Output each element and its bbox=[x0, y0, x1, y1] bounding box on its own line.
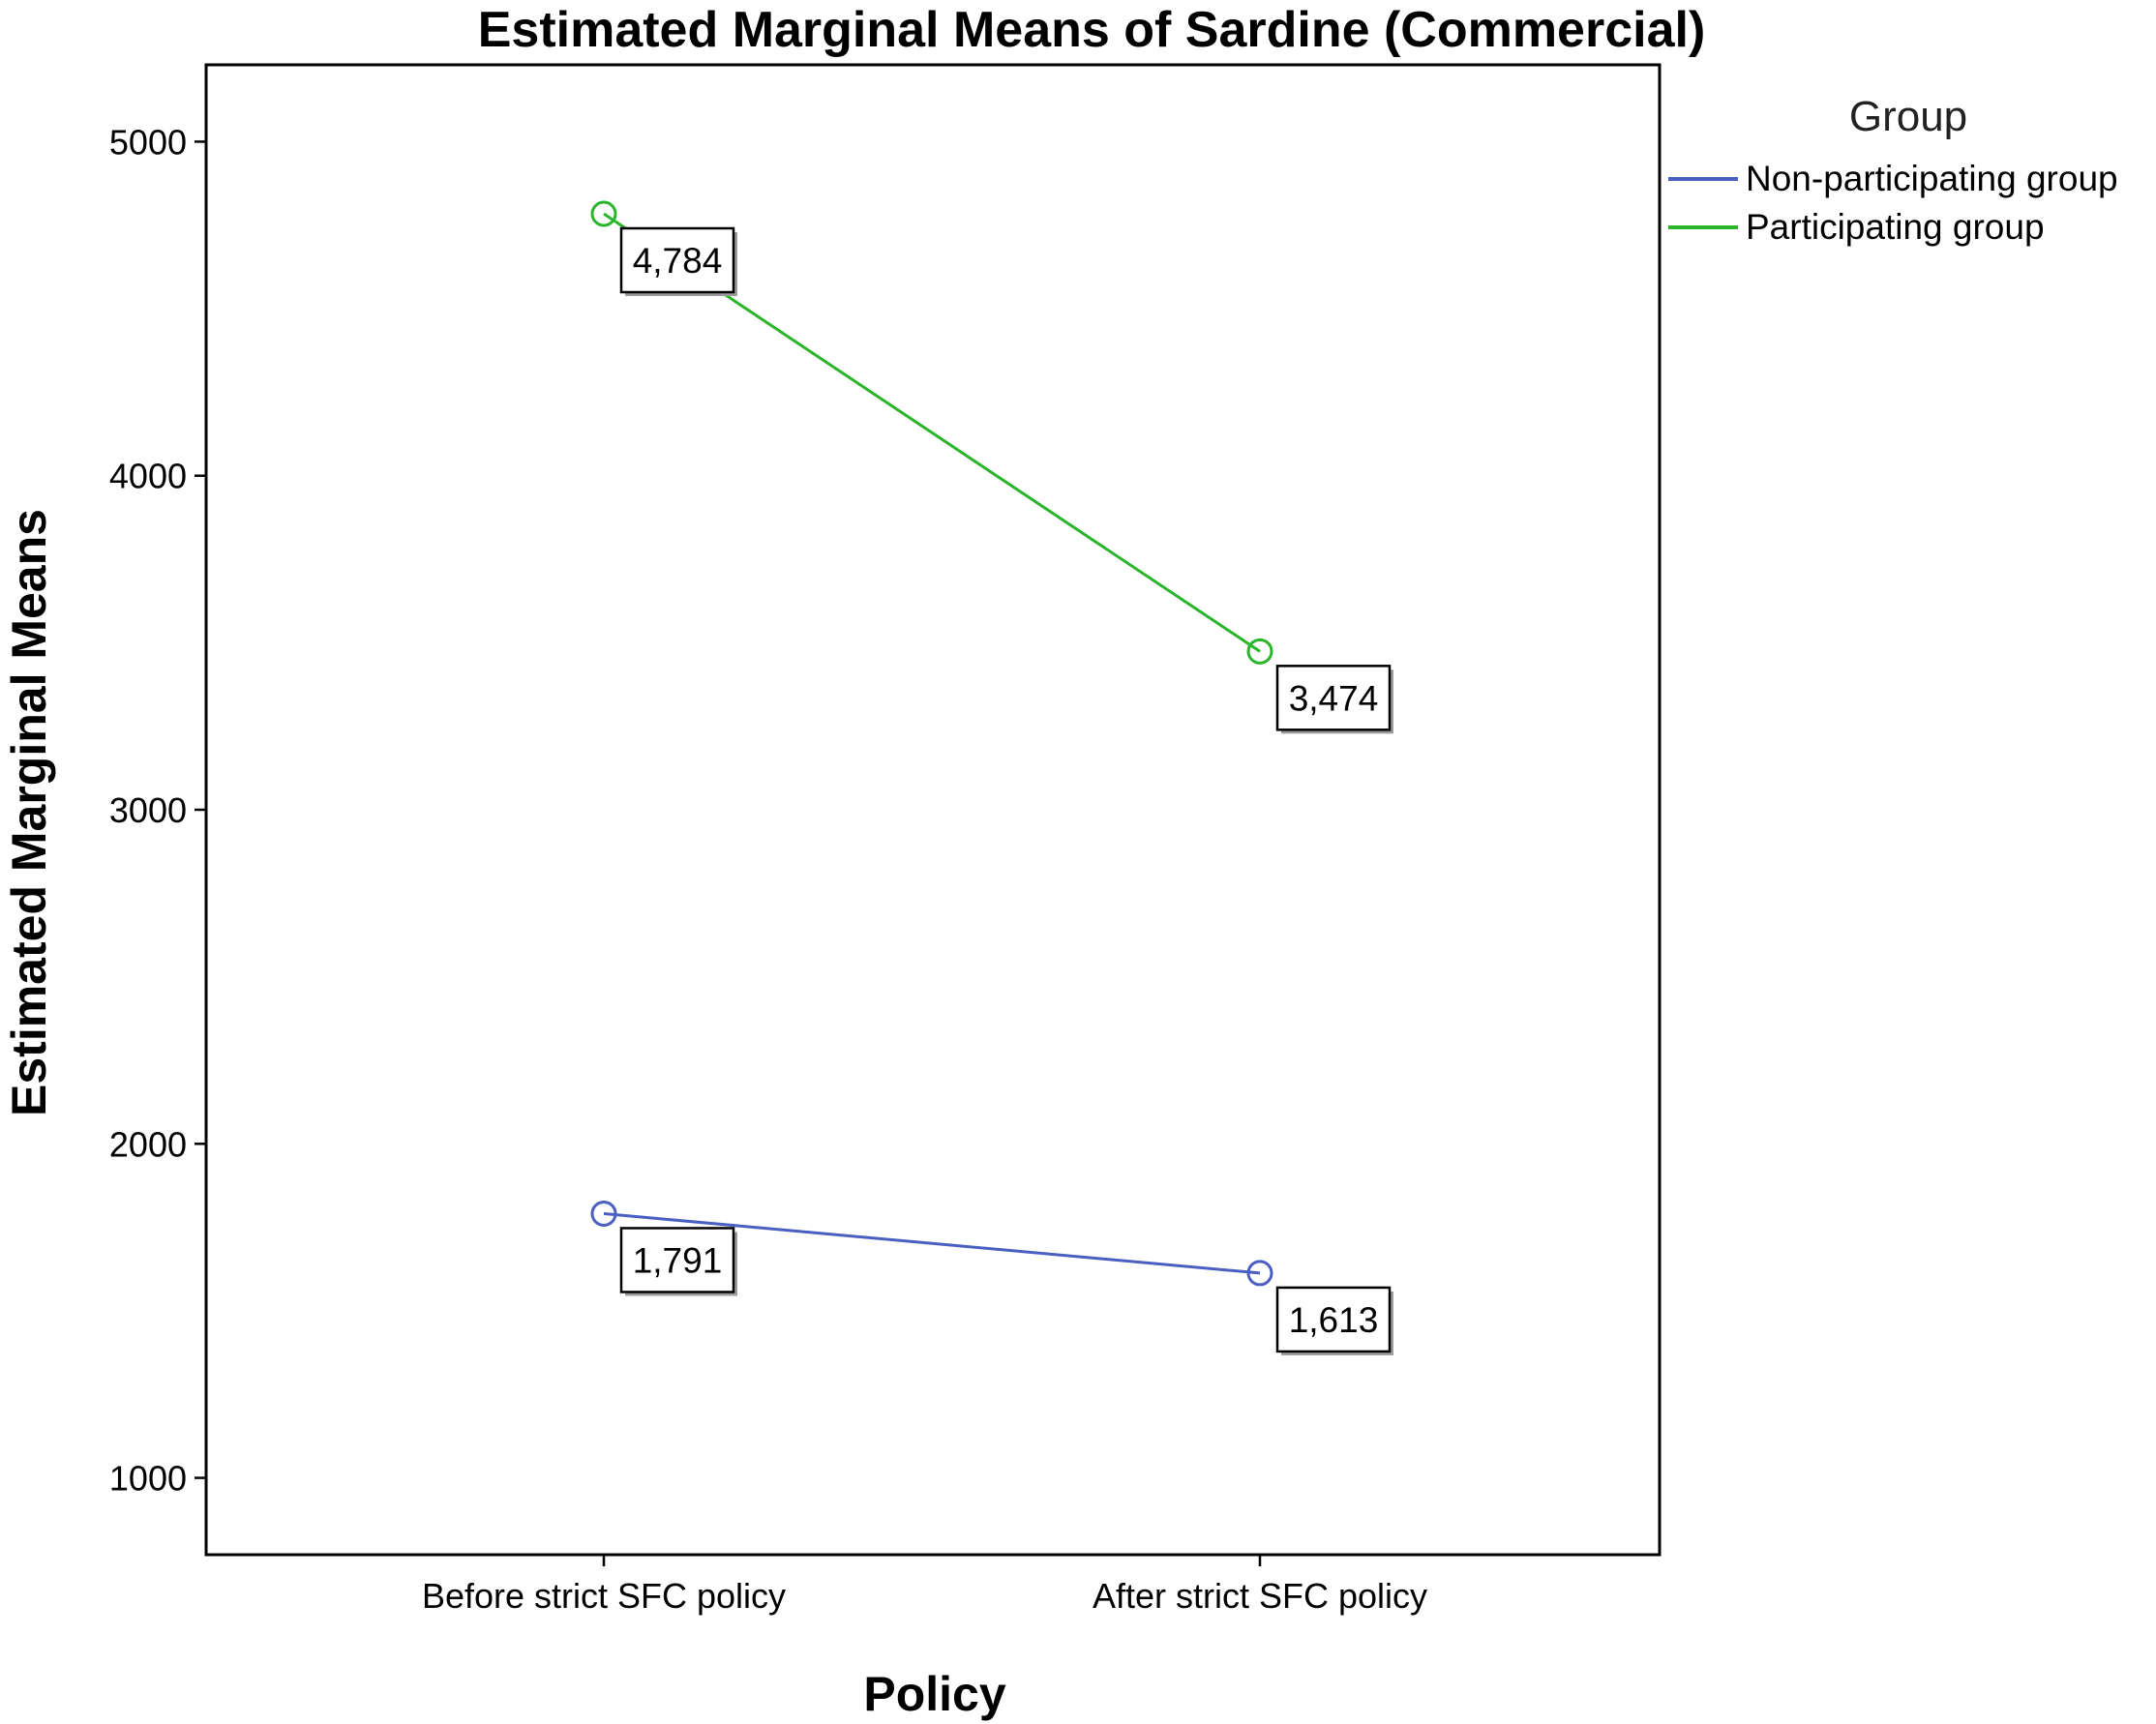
point-participating-group-0 bbox=[590, 200, 617, 227]
data-label-text: 4,784 bbox=[633, 241, 723, 281]
legend-item-non-participating-group: Non-participating group bbox=[1668, 159, 2118, 198]
series-line-non-participating-group bbox=[603, 1211, 1261, 1275]
legend-label-non-participating-group: Non-participating group bbox=[1746, 159, 2118, 198]
data-label-non-participating-group-1: 1,613 bbox=[1275, 1286, 1393, 1355]
x-tick-label-after-strict-sfc-policy: After strict SFC policy bbox=[1093, 1576, 1427, 1616]
point-participating-group-1 bbox=[1246, 638, 1273, 665]
x-axis: Before strict SFC policy After strict SFC… bbox=[422, 1555, 1427, 1616]
data-label-box bbox=[1275, 665, 1392, 731]
data-label-box bbox=[1275, 1286, 1392, 1353]
data-label-non-participating-group-0: 1,791 bbox=[619, 1227, 737, 1296]
data-label-text: 3,474 bbox=[1289, 678, 1379, 718]
legend: Group Non-participating group Participati… bbox=[1668, 93, 2118, 247]
plot-frame bbox=[204, 63, 1662, 1557]
point-non-participating-group-1 bbox=[1246, 1260, 1273, 1287]
legend-title: Group bbox=[1849, 93, 1967, 140]
series-layer bbox=[590, 200, 1273, 1287]
data-label-participating-group-1: 3,474 bbox=[1275, 665, 1393, 734]
data-label-participating-group-0: 4,784 bbox=[619, 226, 737, 296]
y-tick-label-1000: 1000 bbox=[109, 1459, 187, 1499]
x-axis-title: Policy bbox=[863, 1667, 1005, 1721]
y-tick-label-3000: 3000 bbox=[109, 790, 187, 830]
legend-label-participating-group: Participating group bbox=[1746, 207, 2045, 247]
data-label-layer: 1,791 1,613 4,784 3,474 bbox=[619, 226, 1393, 1355]
data-label-text: 1,613 bbox=[1289, 1300, 1379, 1340]
data-label-box bbox=[619, 1227, 735, 1293]
chart-title: Estimated Marginal Means of Sardine (Com… bbox=[478, 2, 1706, 58]
x-tick-label-before-strict-sfc-policy: Before strict SFC policy bbox=[422, 1576, 786, 1616]
y-tick-label-5000: 5000 bbox=[109, 122, 187, 162]
data-label-text: 1,791 bbox=[633, 1240, 723, 1280]
y-axis-title: Estimated Marginal Means bbox=[2, 509, 56, 1116]
data-label-box bbox=[619, 226, 735, 294]
point-non-participating-group-0 bbox=[590, 1200, 617, 1227]
legend-item-participating-group: Participating group bbox=[1668, 207, 2045, 247]
y-tick-label-4000: 4000 bbox=[109, 457, 187, 496]
y-tick-label-2000: 2000 bbox=[109, 1124, 187, 1164]
y-axis: 1000 2000 3000 4000 5000 bbox=[109, 122, 206, 1499]
legend-items: Non-participating group Participating gro… bbox=[1668, 159, 2118, 247]
